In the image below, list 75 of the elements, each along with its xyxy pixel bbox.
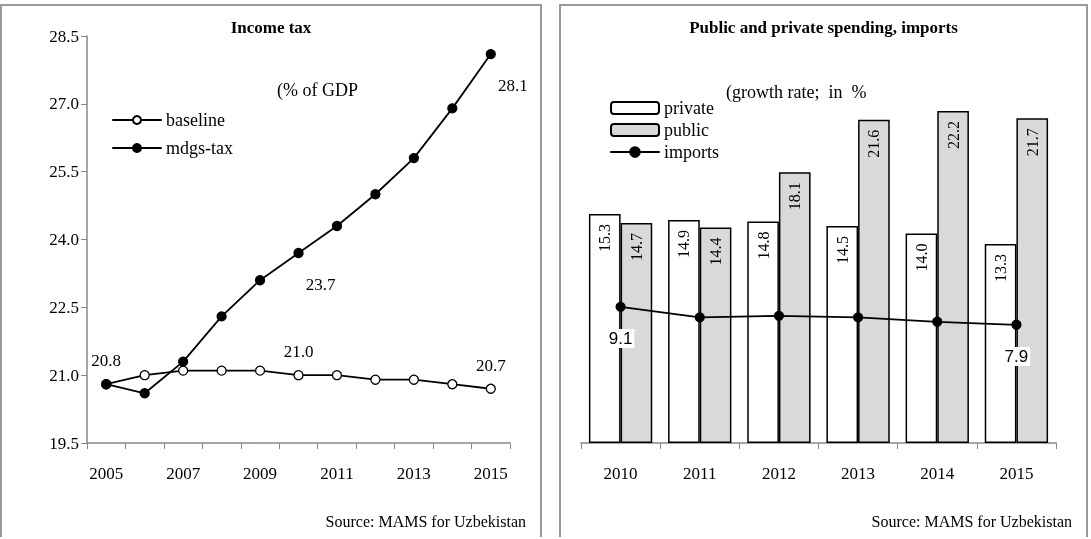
x-tick-label: 2010 — [603, 464, 638, 483]
point — [447, 103, 458, 114]
y-tick-label: 25.5 — [49, 162, 79, 182]
x-tick-label: 2012 — [761, 464, 796, 483]
point — [852, 312, 864, 323]
x-tick-label: 2015 — [473, 464, 508, 483]
point — [773, 310, 785, 321]
data-label: 20.8 — [91, 351, 122, 371]
source-note: Source: MAMS for Uzbekistan — [325, 512, 527, 530]
y-tick-label: 21.0 — [49, 365, 79, 385]
text: (% of GDP — [277, 80, 358, 101]
x-tick-label: 2013 — [841, 464, 876, 483]
data-label: 13.3 — [992, 254, 1010, 283]
point — [447, 379, 458, 390]
x-tick-label: 2007 — [166, 464, 201, 483]
point — [254, 365, 266, 376]
point — [485, 383, 496, 394]
data-label: 21.6 — [865, 129, 883, 158]
data-label: 14.4 — [707, 237, 725, 266]
source-note: Source: MAMS for Uzbekistan — [871, 512, 1073, 530]
data-label: 18.1 — [786, 182, 804, 211]
data-label: 20.7 — [475, 355, 507, 375]
chart-title: Public and private spending, imports — [689, 18, 959, 37]
data-label: 14.7 — [627, 233, 645, 262]
point — [370, 374, 381, 385]
point — [216, 311, 227, 322]
data-label: 21.7 — [1023, 128, 1041, 157]
legend-label: imports — [664, 142, 720, 162]
point — [139, 370, 150, 381]
legend-label: public — [664, 120, 709, 140]
point — [408, 152, 420, 164]
legend-label: private — [664, 98, 714, 118]
data-label: 15.3 — [596, 224, 614, 253]
data-label: 7.9 — [1004, 346, 1029, 366]
point — [615, 301, 626, 313]
point — [216, 365, 227, 376]
data-label: 14.5 — [833, 236, 851, 265]
x-tick-label: 2011 — [320, 464, 354, 483]
point — [485, 48, 496, 60]
y-tick-label: 27.0 — [49, 94, 79, 114]
chart-subtitle: (growth rate; in % — [726, 82, 867, 103]
point — [254, 275, 266, 286]
point — [178, 365, 189, 376]
point — [331, 370, 343, 381]
point — [293, 247, 304, 259]
chart-title: Income tax — [230, 18, 312, 37]
y-tick-label: 28.5 — [49, 26, 79, 46]
point — [293, 370, 304, 381]
y-tick-label: 24.0 — [49, 230, 79, 249]
x-tick-label: 2005 — [89, 464, 124, 483]
x-tick-label: 2015 — [999, 464, 1034, 483]
x-tick-label: 2013 — [396, 464, 431, 483]
point — [408, 374, 420, 385]
data-label: 14.8 — [754, 231, 772, 260]
point — [139, 388, 150, 399]
point — [932, 316, 943, 327]
y-tick-label: 22.5 — [49, 297, 79, 317]
x-tick-label: 2011 — [683, 464, 717, 483]
y-tick-label: 19.5 — [49, 433, 79, 453]
point — [694, 312, 705, 323]
data-label: 28.1 — [497, 76, 528, 96]
point — [331, 220, 343, 232]
data-label: 21.0 — [283, 342, 314, 362]
data-label: 9.1 — [608, 329, 633, 349]
legend-label: baseline — [166, 110, 225, 130]
point — [178, 356, 189, 367]
x-tick-label: 2014 — [920, 464, 955, 483]
data-label: 14.9 — [675, 230, 693, 259]
data-label: 23.7 — [305, 275, 336, 295]
point — [370, 189, 381, 200]
legend-label: mdgs-tax — [166, 138, 233, 158]
data-label: 14.0 — [912, 243, 930, 272]
x-tick-label: 2009 — [243, 464, 278, 483]
data-label: 22.2 — [944, 120, 962, 149]
point — [1011, 319, 1022, 330]
